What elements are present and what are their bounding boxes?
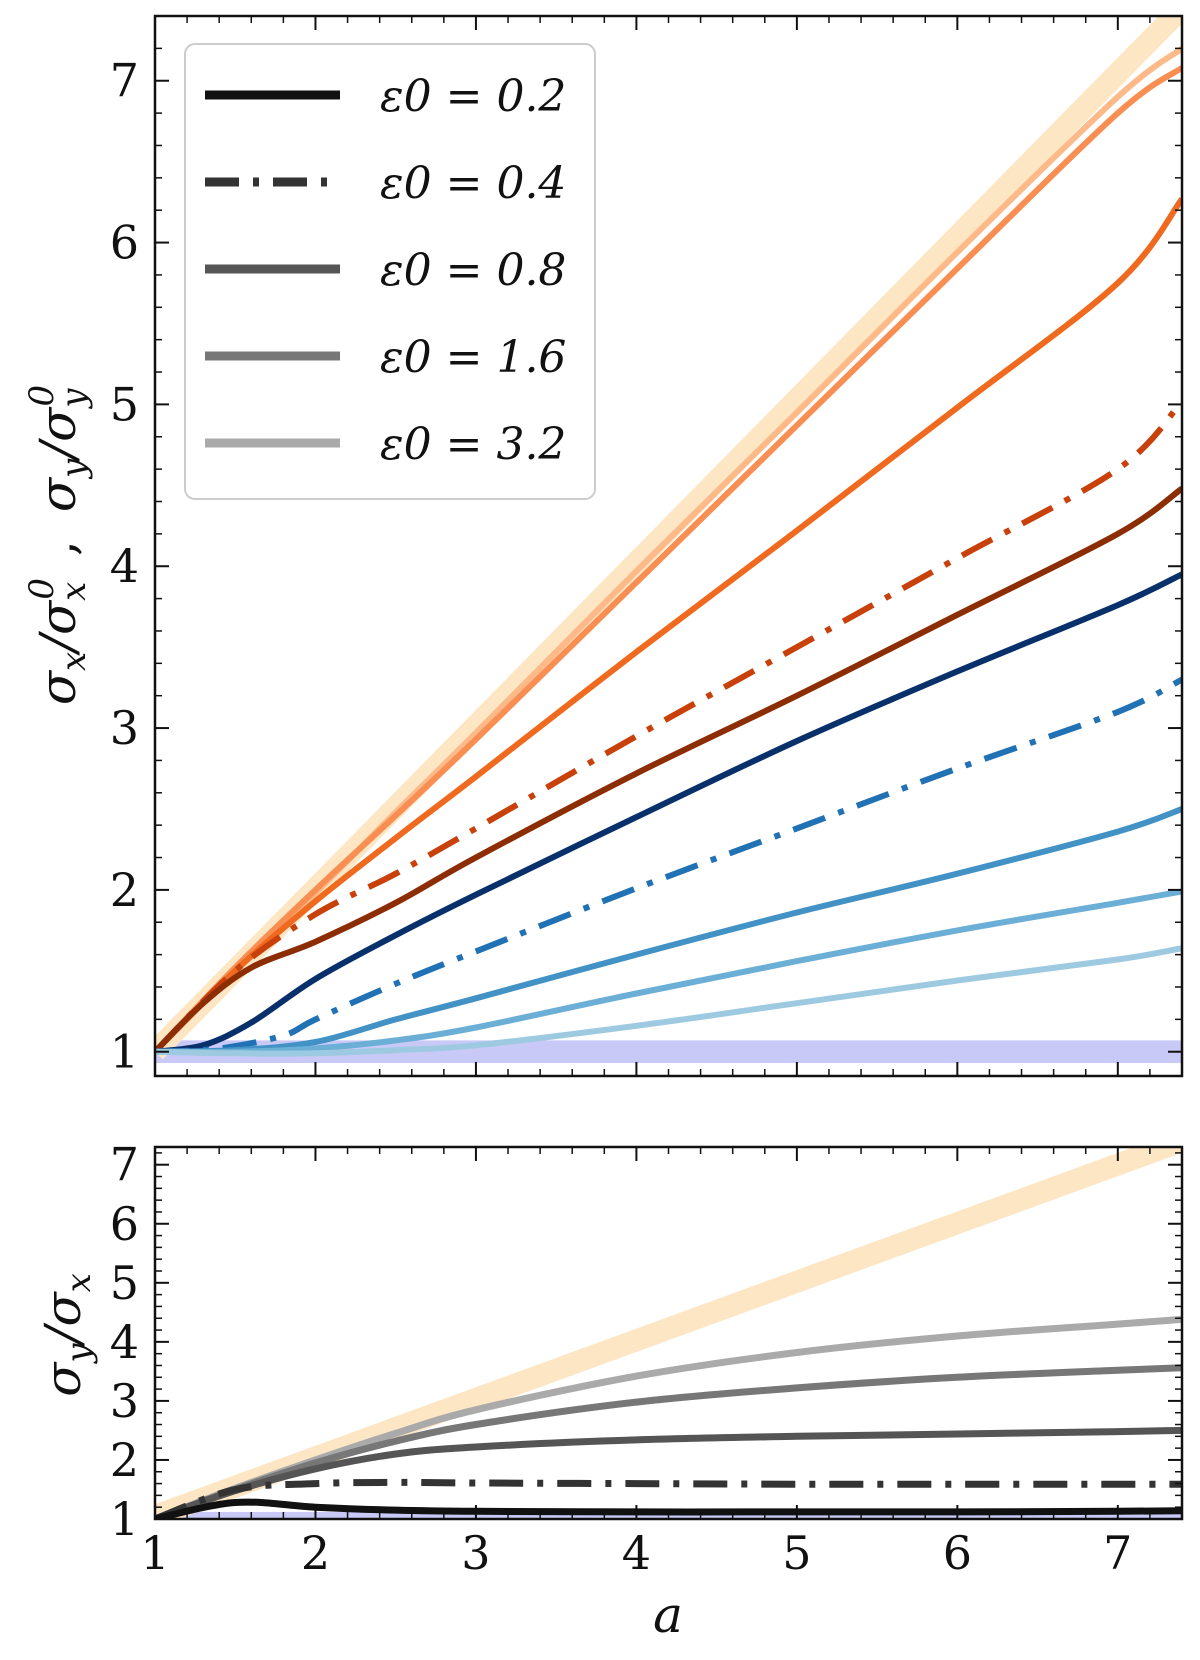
legend-label-4: ε0 = 3.2 — [380, 419, 566, 470]
x-tick-label-4: 5 — [782, 1526, 811, 1580]
top-panel: 1 2 3 4 5 6 7 ε0 = 0.2 ε0 = 0.4 ε0 = 0.8 ε0 = 1.6… — [22, 14, 1184, 1079]
top-y-tick-label-1: 2 — [110, 863, 139, 917]
bottom-y-tick-label-6: 7 — [110, 1138, 139, 1192]
legend-box — [184, 43, 596, 500]
top-y-tick-label-6: 7 — [110, 54, 139, 108]
bottom-series-line-1 — [155, 1315, 1182, 1519]
top-y-axis-label: σx/σx0,σy/σy0 — [22, 385, 94, 705]
bottom-series-line-2 — [155, 1364, 1182, 1519]
x-tick-label-3: 4 — [622, 1526, 651, 1580]
legend-label-3: ε0 = 1.6 — [380, 332, 566, 383]
top-series-line-3 — [155, 197, 1182, 1054]
bottom-y-tick-label-1: 2 — [110, 1433, 139, 1487]
legend: ε0 = 0.2 ε0 = 0.4 ε0 = 0.8 ε0 = 1.6 ε0 = 3.2 — [184, 43, 596, 500]
bottom-series-line-4 — [155, 1478, 1182, 1519]
bottom-series-line-5 — [155, 1498, 1182, 1519]
legend-label-1: ε0 = 0.4 — [380, 158, 566, 209]
top-series-line-5 — [155, 486, 1182, 1054]
legend-label-2: ε0 = 0.8 — [380, 245, 566, 296]
top-series-line-10 — [155, 945, 1182, 1057]
bottom-y-tick-label-0: 1 — [110, 1492, 139, 1546]
top-series-line-4 — [155, 399, 1182, 1054]
top-y-tick-label-2: 3 — [110, 701, 139, 755]
bottom-y-tick-label-5: 6 — [110, 1197, 139, 1251]
bottom-y-tick-label-2: 3 — [110, 1374, 139, 1428]
x-tick-label-5: 6 — [943, 1526, 972, 1580]
x-tick-label-2: 3 — [461, 1526, 490, 1580]
x-axis-label: a — [653, 1586, 683, 1644]
x-tick-label-6: 7 — [1103, 1526, 1132, 1580]
top-y-tick-label-0: 1 — [110, 1025, 139, 1079]
top-band-0 — [155, 1040, 1182, 1064]
bottom-y-axis-label: σy/σx — [34, 1273, 99, 1397]
top-series-line-2 — [155, 65, 1182, 1054]
top-series-line-6 — [155, 571, 1182, 1055]
top-y-tick-label-4: 5 — [110, 377, 139, 431]
bottom-y-tick-label-3: 4 — [110, 1315, 139, 1369]
top-series-line-7 — [155, 676, 1182, 1055]
top-series-line-9 — [155, 888, 1182, 1055]
top-y-tick-label-5: 6 — [110, 216, 139, 270]
x-tick-label-1: 2 — [301, 1526, 330, 1580]
bottom-y-tick-label-4: 5 — [110, 1256, 139, 1310]
top-series-line-8 — [155, 806, 1182, 1055]
legend-label-0: ε0 = 0.2 — [380, 71, 566, 122]
bottom-series-line-3 — [155, 1426, 1182, 1519]
top-y-tick-label-3: 4 — [110, 539, 139, 593]
x-tick-label-0: 1 — [140, 1526, 169, 1580]
